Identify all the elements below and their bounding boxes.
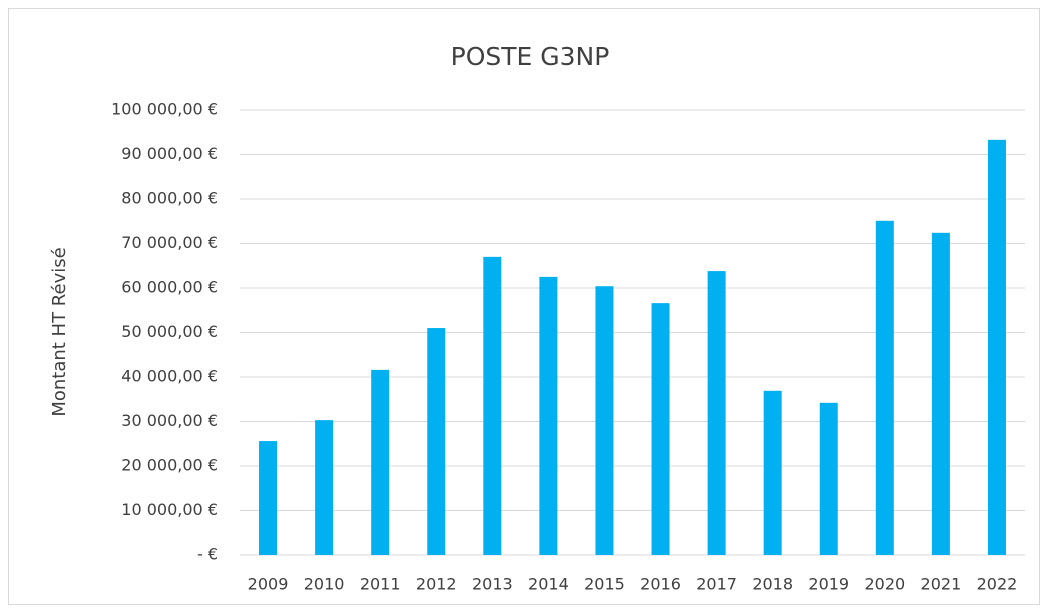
bar: [651, 303, 670, 555]
x-tick-label: 2016: [640, 575, 681, 594]
chart-title: POSTE G3NP: [451, 42, 610, 71]
y-tick-label: - €: [197, 545, 218, 564]
y-tick-label: 20 000,00 €: [121, 456, 218, 475]
x-tick-label: 2015: [584, 575, 625, 594]
bar: [931, 232, 950, 555]
x-tick-label: 2012: [416, 575, 457, 594]
x-tick-label: 2011: [360, 575, 401, 594]
bar: [483, 256, 502, 555]
x-tick-label: 2009: [248, 575, 289, 594]
bar: [707, 271, 726, 555]
x-tick-label: 2019: [808, 575, 849, 594]
y-tick-label: 90 000,00 €: [121, 144, 218, 163]
y-tick-label: 60 000,00 €: [121, 278, 218, 297]
bar: [595, 286, 614, 555]
y-tick-label: 30 000,00 €: [121, 411, 218, 430]
x-tick-label: 2010: [304, 575, 345, 594]
x-tick-label: 2013: [472, 575, 513, 594]
y-tick-label: 50 000,00 €: [121, 322, 218, 341]
bar: [371, 369, 390, 555]
bar: [539, 276, 558, 555]
y-tick-label: 100 000,00 €: [111, 100, 218, 119]
bar: [875, 220, 894, 555]
chart-frame: [8, 8, 1040, 605]
x-tick-label: 2022: [977, 575, 1018, 594]
x-tick-label: 2021: [921, 575, 962, 594]
x-tick-label: 2018: [752, 575, 793, 594]
bar: [259, 441, 278, 555]
bar: [819, 402, 838, 555]
y-tick-label: 70 000,00 €: [121, 233, 218, 252]
x-tick-label: 2017: [696, 575, 737, 594]
y-tick-label: 10 000,00 €: [121, 500, 218, 519]
bar: [987, 139, 1006, 555]
y-tick-label: 40 000,00 €: [121, 367, 218, 386]
bar: [763, 390, 782, 555]
y-axis-title: Montant HT Révisé: [49, 247, 70, 416]
x-tick-label: 2014: [528, 575, 569, 594]
bar: [315, 420, 334, 555]
bar: [427, 328, 446, 555]
x-tick-label: 2020: [864, 575, 905, 594]
y-tick-label: 80 000,00 €: [121, 189, 218, 208]
